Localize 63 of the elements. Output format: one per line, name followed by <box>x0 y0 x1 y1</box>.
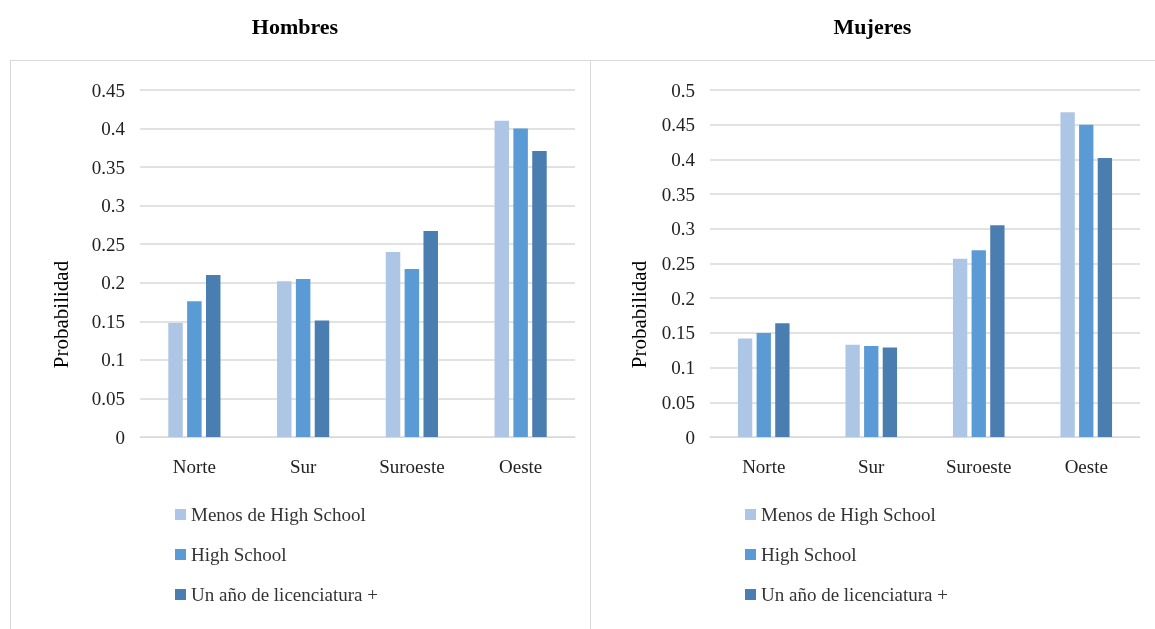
y-tick-label: 0.05 <box>91 387 125 409</box>
legend-label: Un año de licenciatura + <box>191 584 378 605</box>
bar <box>404 268 420 437</box>
legend-label: High School <box>761 544 857 565</box>
y-tick-label: 0.1 <box>101 349 125 371</box>
y-tick-label: 0.15 <box>661 322 695 344</box>
bar <box>205 275 221 437</box>
x-tick-label: Oeste <box>1064 456 1108 477</box>
bar <box>882 347 898 437</box>
y-axis-title: Probabilidad <box>48 260 73 369</box>
bar <box>1060 112 1075 437</box>
y-tick-label: 0.4 <box>101 118 126 140</box>
y-tick-label: 0.2 <box>101 272 125 294</box>
bar <box>952 258 968 437</box>
y-tick-label: 0.05 <box>661 391 695 413</box>
bar <box>1097 158 1113 437</box>
bar <box>737 338 753 437</box>
chart-title: Hombres <box>251 13 339 39</box>
bar <box>971 250 986 437</box>
y-tick-label: 0.35 <box>661 183 695 205</box>
y-tick-label: 0 <box>115 426 125 448</box>
bar <box>314 320 330 437</box>
x-tick-label: Oeste <box>498 456 543 477</box>
legend-label: Menos de High School <box>761 504 936 525</box>
x-tick-label: Norte <box>172 456 217 477</box>
bar <box>775 323 790 437</box>
y-tick-label: 0.1 <box>671 357 695 379</box>
bar <box>1079 124 1094 437</box>
y-tick-label: 0.45 <box>91 79 125 101</box>
y-tick-label: 0.3 <box>671 218 695 240</box>
bar <box>532 150 547 437</box>
bar <box>423 231 438 437</box>
bar <box>494 120 510 437</box>
legend-label: Un año de licenciatura + <box>761 584 948 605</box>
y-tick-label: 0.25 <box>661 253 695 274</box>
bar <box>277 281 292 437</box>
bar <box>385 251 401 437</box>
bar <box>864 346 879 437</box>
y-tick-label: 0.4 <box>671 148 696 170</box>
y-tick-label: 0.45 <box>661 114 695 136</box>
x-tick-label: Sur <box>289 456 317 477</box>
x-tick-label: Norte <box>742 456 786 477</box>
bar <box>168 322 183 437</box>
legend-label: Menos de High School <box>191 504 366 525</box>
y-tick-label: 0.25 <box>91 233 125 255</box>
y-axis-title: Probabilidad <box>626 260 651 369</box>
chart-title: Mujeres <box>833 13 912 39</box>
y-tick-label: 0.5 <box>671 79 695 101</box>
y-tick-label: 0.3 <box>101 195 125 217</box>
y-tick-label: 0 <box>685 426 695 448</box>
legend-label: High School <box>191 544 287 565</box>
bar <box>990 225 1005 437</box>
x-tick-label: Sur <box>858 456 886 477</box>
bar <box>187 301 202 437</box>
bar <box>756 332 771 437</box>
x-tick-label: Suroeste <box>379 456 445 477</box>
x-tick-label: Suroeste <box>946 456 1012 477</box>
bar <box>295 278 311 437</box>
y-tick-label: 0.35 <box>91 156 125 178</box>
bar <box>845 344 860 437</box>
y-tick-label: 0.15 <box>91 310 125 332</box>
y-tick-label: 0.2 <box>671 287 695 309</box>
bar <box>513 128 528 437</box>
